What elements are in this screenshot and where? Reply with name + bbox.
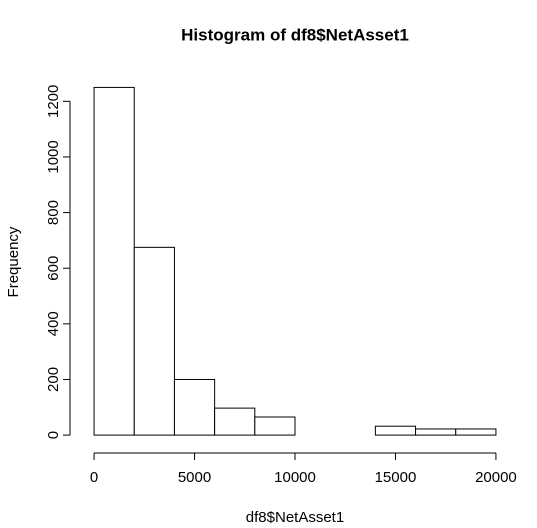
bar <box>173 378 216 436</box>
y-tick-label: 400 <box>45 311 62 336</box>
bar <box>133 246 175 436</box>
y-tick-label: 0 <box>45 431 62 439</box>
y-tick-label: 800 <box>45 200 62 225</box>
x-tick-label: 20000 <box>475 469 517 486</box>
x-tick-label: 0 <box>90 469 98 486</box>
bar <box>455 428 497 436</box>
y-tick-label: 600 <box>45 256 62 281</box>
y-tick-label: 1000 <box>45 140 62 173</box>
bar <box>214 407 256 436</box>
bar <box>254 416 296 436</box>
y-axis-label: Frequency <box>5 226 22 297</box>
x-tick-label: 5000 <box>178 469 211 486</box>
y-tick-label: 1200 <box>45 85 62 118</box>
x-tick-label: 10000 <box>274 469 316 486</box>
bar <box>374 425 417 436</box>
x-axis-label: df8$NetAsset1 <box>246 509 344 526</box>
chart-title: Histogram of df8$NetAsset1 <box>181 25 409 44</box>
x-tick-label: 15000 <box>375 469 417 486</box>
y-tick-label: 200 <box>45 367 62 392</box>
bar <box>415 428 457 436</box>
bar <box>93 86 135 436</box>
